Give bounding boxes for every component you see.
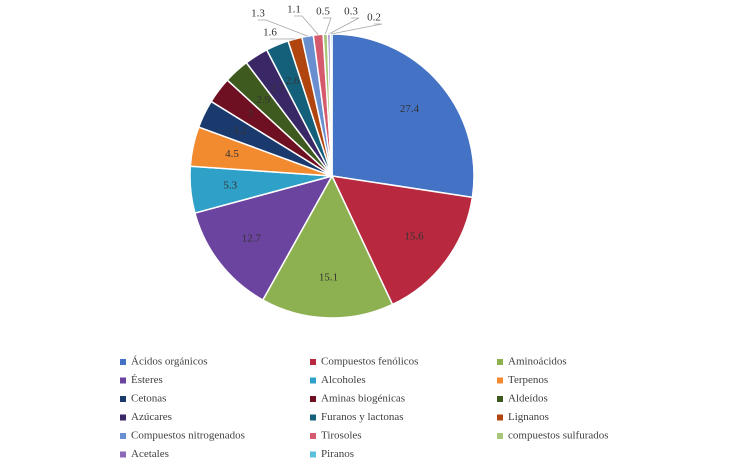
data-label: 4.5: [225, 148, 239, 160]
legend-label: compuestos sulfurados: [508, 430, 609, 442]
data-label: 3.2: [233, 125, 247, 137]
legend-swatch: [497, 396, 503, 402]
legend-label: Compuestos fenólicos: [321, 356, 418, 368]
data-label: 12.7: [242, 232, 262, 244]
leader-line: [328, 17, 360, 35]
data-label: 0.5: [316, 6, 330, 18]
data-label: 2.9: [256, 94, 270, 106]
pie-slice: [193, 174, 334, 302]
data-label: 15.1: [319, 272, 338, 284]
legend-swatch: [310, 377, 316, 384]
legend-label: Aldeídos: [508, 393, 548, 405]
data-label: 1.3: [251, 8, 265, 20]
data-label: 5.3: [223, 179, 237, 191]
leader-line: [323, 17, 332, 35]
data-label: 0.3: [344, 6, 358, 18]
legend-swatch: [497, 359, 503, 365]
legend-swatch: [310, 414, 316, 421]
legend-label: Aminoácidos: [508, 356, 567, 368]
legend-label: Compuestos nitrogenados: [131, 430, 245, 442]
legend-label: Piranos: [321, 448, 354, 460]
legend-label: Furanos y lactonas: [321, 411, 403, 423]
legend-swatch: [120, 396, 126, 402]
legend-swatch: [120, 433, 126, 439]
data-label: 0.2: [367, 12, 381, 24]
legend-label: Cetonas: [131, 393, 166, 405]
legend-label: Azúcares: [131, 411, 172, 423]
data-label: 1.6: [263, 27, 277, 39]
legend-swatch: [497, 414, 503, 421]
legend-swatch: [497, 377, 503, 384]
legend-label: Ésteres: [131, 374, 163, 386]
data-label: 3: [248, 108, 254, 120]
legend-swatch: [310, 396, 316, 402]
pie-slice: [330, 175, 474, 306]
leader-line: [331, 23, 383, 35]
legend-swatch: [497, 433, 503, 439]
legend-label: Alcoholes: [321, 374, 366, 386]
legend-swatch: [120, 451, 126, 458]
pie-slice: [331, 33, 475, 199]
leader-line: [258, 19, 308, 37]
legend-label: Acetales: [131, 448, 169, 460]
data-label: 2.7: [271, 83, 285, 95]
legend-swatch: [310, 451, 316, 458]
legend-label: Terpenos: [508, 374, 548, 386]
pie-slice: [261, 174, 394, 319]
legend-label: Aminas biogénicas: [321, 393, 405, 405]
legend-swatch: [120, 414, 126, 421]
legend-label: Tirosoles: [321, 430, 362, 442]
legend-swatch: [120, 359, 126, 365]
data-label: 1.1: [287, 4, 301, 16]
data-label: 27.4: [400, 103, 420, 115]
leader-line: [294, 15, 319, 35]
legend-label: Lignanos: [508, 411, 549, 423]
data-label: 2.6: [286, 75, 300, 87]
legend-label: Ácidos orgánicos: [131, 356, 207, 368]
legend-swatch: [310, 359, 316, 365]
legend-swatch: [310, 433, 316, 439]
legend-swatch: [120, 377, 126, 384]
data-label: 15.6: [404, 231, 424, 243]
